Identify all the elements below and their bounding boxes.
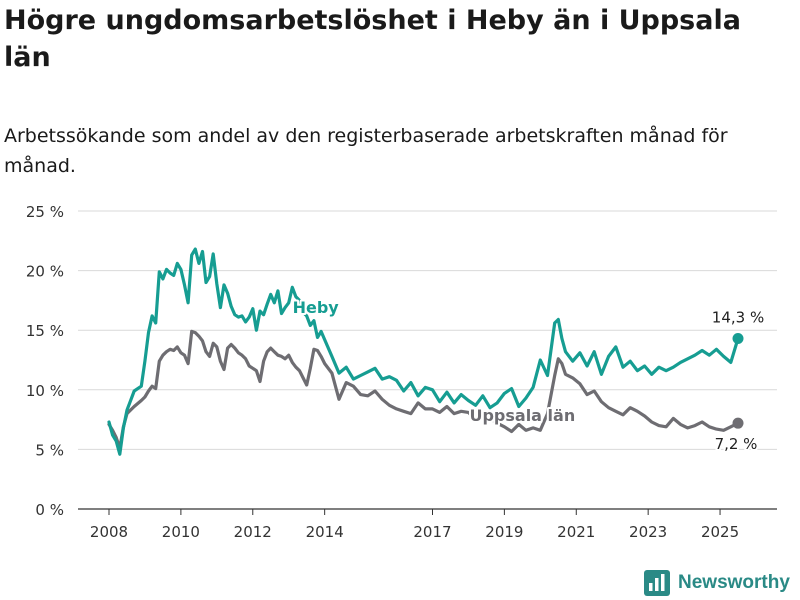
chart-subtitle: Arbetssökande som andel av den registerb… (4, 125, 728, 177)
y-axis-ticks: 0 % 5 % 10 % 15 % 20 % 25 % (26, 203, 64, 519)
series-lines (107, 247, 744, 456)
y-tick-label: 20 % (26, 263, 64, 281)
y-tick-label: 5 % (35, 441, 64, 459)
x-tick-label: 2012 (234, 523, 272, 541)
heby-end-value-label: 14,3 % (712, 309, 764, 327)
uppsala-endpoint (732, 417, 744, 429)
y-tick-label: 25 % (26, 203, 64, 221)
x-tick-label: 2017 (413, 523, 451, 541)
heby-series-label: Heby (293, 298, 340, 317)
series-labels: Heby Uppsala län 14,3 % 7,2 % (291, 296, 767, 455)
uppsala-series-label: Uppsala län (469, 406, 575, 425)
newsworthy-logo-icon (644, 570, 670, 596)
brand-name: Newsworthy (678, 572, 790, 593)
uppsala-end-value-label: 7,2 % (715, 435, 758, 453)
brand-logo[interactable]: Newsworthy (644, 570, 790, 596)
line-chart: 0 %5 %10 %15 %20 %25 % 2008 2010 2012 2014 2… (26, 203, 777, 541)
heby-endpoint (732, 333, 744, 345)
uppsala-line (107, 329, 740, 450)
y-tick-label: 10 % (26, 382, 64, 400)
chart-title: Högre ungdomsarbetslöshet i Heby än i Up… (4, 5, 741, 73)
y-tick-label: 15 % (26, 322, 64, 340)
x-tick-label: 2021 (557, 523, 595, 541)
x-tick-label: 2014 (306, 523, 344, 541)
heby-line (107, 247, 740, 456)
x-tick-label: 2008 (90, 523, 128, 541)
y-tick-label: 0 % (35, 501, 64, 519)
x-tick-label: 2023 (629, 523, 667, 541)
x-tick-label: 2025 (701, 523, 739, 541)
gridlines (78, 210, 777, 510)
x-tick-label: 2019 (485, 523, 523, 541)
x-tick-label: 2010 (162, 523, 200, 541)
x-axis-ticks: 2008 2010 2012 2014 2017 2019 2021 2023 2025 (90, 509, 739, 541)
